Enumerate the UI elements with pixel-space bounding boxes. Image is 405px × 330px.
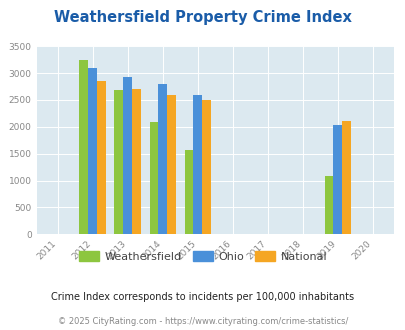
Text: Crime Index corresponds to incidents per 100,000 inhabitants: Crime Index corresponds to incidents per… (51, 292, 354, 302)
Bar (123, 77, 132, 234)
Bar (184, 150, 193, 234)
Bar (79, 60, 88, 234)
Bar (341, 121, 350, 234)
Bar (166, 95, 175, 234)
Text: Weathersfield Property Crime Index: Weathersfield Property Crime Index (54, 10, 351, 25)
Bar (193, 95, 202, 234)
Bar (158, 84, 166, 234)
Bar (333, 125, 341, 234)
Bar (324, 176, 333, 234)
Text: © 2025 CityRating.com - https://www.cityrating.com/crime-statistics/: © 2025 CityRating.com - https://www.city… (58, 317, 347, 326)
Bar (149, 122, 158, 234)
Bar (202, 100, 210, 234)
Bar (88, 68, 97, 234)
Bar (132, 89, 141, 234)
Legend: Weathersfield, Ohio, National: Weathersfield, Ohio, National (74, 247, 331, 267)
Bar (114, 90, 123, 234)
Bar (97, 81, 105, 234)
